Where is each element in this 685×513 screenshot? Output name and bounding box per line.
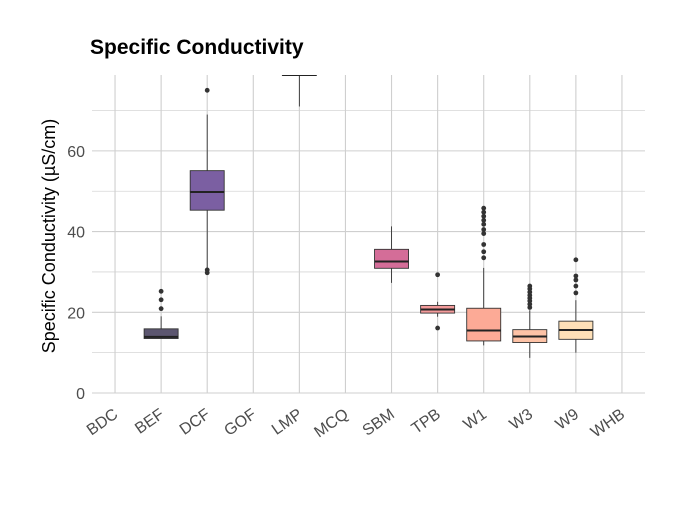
- x-tick-label: SBM: [360, 406, 398, 440]
- box-w9: [558, 257, 594, 353]
- x-tick-label: LMP: [269, 406, 306, 439]
- outlier-point: [435, 325, 441, 331]
- outlier-point: [573, 290, 579, 296]
- box-series: [143, 75, 594, 358]
- outlier-point: [481, 227, 487, 232]
- x-tick-label: TPB: [409, 406, 444, 438]
- box-sbm: [374, 226, 409, 283]
- outlier-point: [481, 255, 487, 261]
- box-body: [189, 170, 225, 211]
- outlier-point: [158, 297, 164, 303]
- x-tick-label: MCQ: [311, 406, 351, 441]
- outlier-point: [527, 283, 533, 289]
- x-tick-label: BDC: [84, 406, 121, 439]
- outlier-point: [481, 231, 487, 236]
- outlier-point: [158, 306, 164, 312]
- chart-title: Specific Conductivity: [90, 36, 304, 59]
- y-tick-label: 20: [67, 305, 85, 322]
- outlier-point: [481, 221, 487, 227]
- y-tick-label: 40: [67, 225, 85, 242]
- box-body: [466, 307, 502, 342]
- x-tick-label: WHB: [588, 406, 628, 441]
- box-dcf: [189, 87, 225, 276]
- grid-lines: [92, 75, 645, 394]
- outlier-point: [481, 205, 487, 211]
- outlier-point: [481, 213, 487, 219]
- box-body: [374, 248, 409, 269]
- outlier-point: [573, 283, 579, 289]
- x-tick-label: BEF: [132, 406, 167, 438]
- outlier-point: [481, 242, 487, 247]
- box-tpb: [420, 272, 456, 331]
- box-bef: [143, 288, 179, 339]
- box-lmp: [281, 75, 317, 107]
- outlier-point: [573, 273, 579, 279]
- box-w1: [466, 205, 502, 346]
- x-tick-label: GOF: [221, 406, 259, 440]
- outlier-point: [204, 267, 210, 273]
- outlier-point: [204, 87, 210, 93]
- outlier-point: [435, 272, 441, 278]
- outlier-point: [573, 257, 579, 263]
- y-tick-label: 60: [67, 144, 85, 161]
- outlier-point: [158, 288, 164, 294]
- outlier-point: [481, 217, 487, 223]
- y-axis-label: Specific Conductivity (µS/cm): [39, 119, 59, 353]
- box-body: [143, 328, 179, 339]
- x-tick-label: DCF: [177, 406, 214, 439]
- x-tick-label: W3: [507, 406, 536, 434]
- outlier-point: [481, 209, 487, 215]
- box-w3: [512, 283, 548, 358]
- y-tick-label: 0: [76, 386, 85, 403]
- x-tick-label: W1: [461, 406, 490, 434]
- x-tick-label: W9: [553, 406, 582, 434]
- outlier-point: [481, 249, 487, 255]
- outlier-point: [573, 277, 579, 283]
